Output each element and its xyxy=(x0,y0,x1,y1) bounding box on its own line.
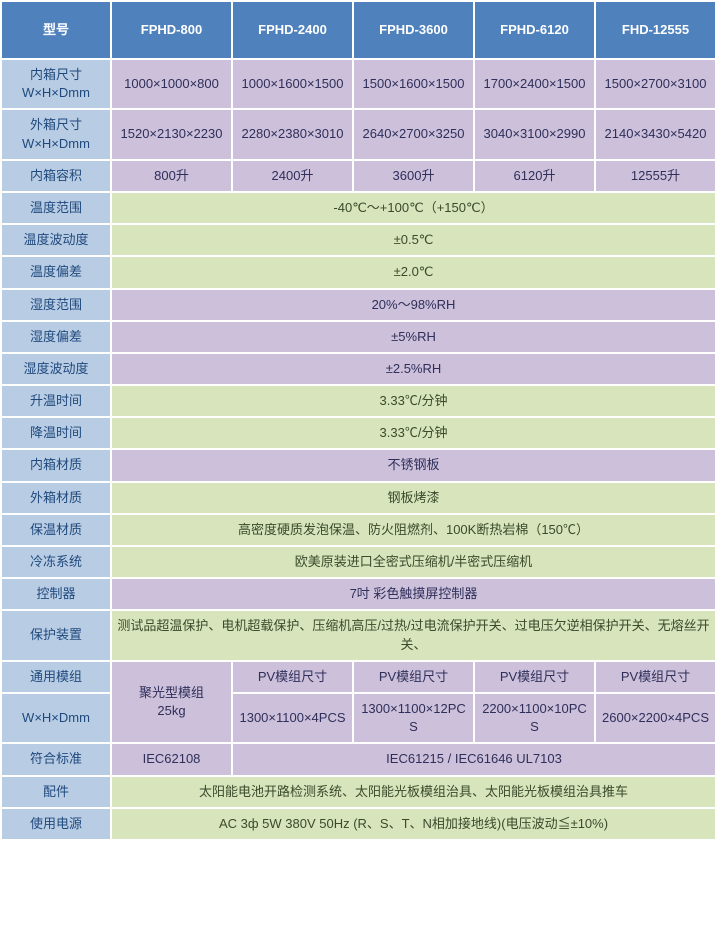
module-bottom-cell: 1300×1100×12PCS xyxy=(353,693,474,743)
row-value: 不锈钢板 xyxy=(111,449,716,481)
standard-label: 符合标准 xyxy=(1,743,111,775)
header-label: 型号 xyxy=(1,1,111,59)
row-label: 湿度偏差 xyxy=(1,321,111,353)
row-cell: 3600升 xyxy=(353,160,474,192)
module-top-cell: PV模组尺寸 xyxy=(474,661,595,693)
module-top-cell: PV模组尺寸 xyxy=(353,661,474,693)
row-value: 3.33℃/分钟 xyxy=(111,417,716,449)
spec-table: 型号FPHD-800FPHD-2400FPHD-3600FPHD-6120FHD… xyxy=(0,0,717,841)
row-value: 20%～98%RH xyxy=(111,289,716,321)
module-top-cell: PV模组尺寸 xyxy=(595,661,716,693)
row-label: 温度范围 xyxy=(1,192,111,224)
row-label: 内箱容积 xyxy=(1,160,111,192)
row-cell: 1500×2700×3100 xyxy=(595,59,716,109)
row-label: 降温时间 xyxy=(1,417,111,449)
row-cell: 2400升 xyxy=(232,160,353,192)
header-model: FHD-12555 xyxy=(595,1,716,59)
header-model: FPHD-2400 xyxy=(232,1,353,59)
row-cell: 2140×3430×5420 xyxy=(595,109,716,159)
row-cell: 12555升 xyxy=(595,160,716,192)
module-top-cell: PV模组尺寸 xyxy=(232,661,353,693)
module-label-top: 通用模组 xyxy=(1,661,111,693)
row-label: 外箱尺寸W×H×Dmm xyxy=(1,109,111,159)
power-value: AC 3ф 5W 380V 50Hz (R、S、T、N相加接地线)(电压波动≦±… xyxy=(111,808,716,840)
row-cell: 1000×1000×800 xyxy=(111,59,232,109)
row-value: 高密度硬质发泡保温、防火阻燃剂、100K断热岩棉（150℃） xyxy=(111,514,716,546)
header-model: FPHD-3600 xyxy=(353,1,474,59)
module-bottom-cell: 2600×2200×4PCS xyxy=(595,693,716,743)
row-label: 升温时间 xyxy=(1,385,111,417)
row-label: 湿度波动度 xyxy=(1,353,111,385)
row-cell: 1520×2130×2230 xyxy=(111,109,232,159)
row-label: 保护装置 xyxy=(1,610,111,660)
standard-rest: IEC61215 / IEC61646 UL7103 xyxy=(232,743,716,775)
module-label-bottom: W×H×Dmm xyxy=(1,693,111,743)
row-label: 冷冻系统 xyxy=(1,546,111,578)
row-label: 控制器 xyxy=(1,578,111,610)
row-cell: 1700×2400×1500 xyxy=(474,59,595,109)
row-value: ±2.5%RH xyxy=(111,353,716,385)
row-cell: 2640×2700×3250 xyxy=(353,109,474,159)
row-value: 7吋 彩色触摸屏控制器 xyxy=(111,578,716,610)
power-label: 使用电源 xyxy=(1,808,111,840)
module-bottom-cell: 2200×1100×10PCS xyxy=(474,693,595,743)
row-cell: 800升 xyxy=(111,160,232,192)
header-model: FPHD-800 xyxy=(111,1,232,59)
row-cell: 6120升 xyxy=(474,160,595,192)
row-value: 测试品超温保护、电机超载保护、压缩机高压/过热/过电流保护开关、过电压欠逆相保护… xyxy=(111,610,716,660)
row-value: 欧美原装进口全密式压缩机/半密式压缩机 xyxy=(111,546,716,578)
row-label: 内箱材质 xyxy=(1,449,111,481)
row-cell: 1500×1600×1500 xyxy=(353,59,474,109)
row-cell: 1000×1600×1500 xyxy=(232,59,353,109)
row-value: ±0.5℃ xyxy=(111,224,716,256)
row-cell: 2280×2380×3010 xyxy=(232,109,353,159)
module-col1: 聚光型模组25kg xyxy=(111,661,232,744)
row-label: 内箱尺寸W×H×Dmm xyxy=(1,59,111,109)
row-label: 外箱材质 xyxy=(1,482,111,514)
row-label: 湿度范围 xyxy=(1,289,111,321)
row-label: 温度偏差 xyxy=(1,256,111,288)
row-label: 保温材质 xyxy=(1,514,111,546)
row-cell: 3040×3100×2990 xyxy=(474,109,595,159)
row-value: ±2.0℃ xyxy=(111,256,716,288)
standard-col1: IEC62108 xyxy=(111,743,232,775)
accessories-value: 太阳能电池开路检测系统、太阳能光板模组治具、太阳能光板模组治具推车 xyxy=(111,776,716,808)
row-label: 温度波动度 xyxy=(1,224,111,256)
module-bottom-cell: 1300×1100×4PCS xyxy=(232,693,353,743)
row-value: 3.33℃/分钟 xyxy=(111,385,716,417)
accessories-label: 配件 xyxy=(1,776,111,808)
row-value: ±5%RH xyxy=(111,321,716,353)
row-value: -40℃～+100℃（+150℃） xyxy=(111,192,716,224)
header-model: FPHD-6120 xyxy=(474,1,595,59)
row-value: 钢板烤漆 xyxy=(111,482,716,514)
